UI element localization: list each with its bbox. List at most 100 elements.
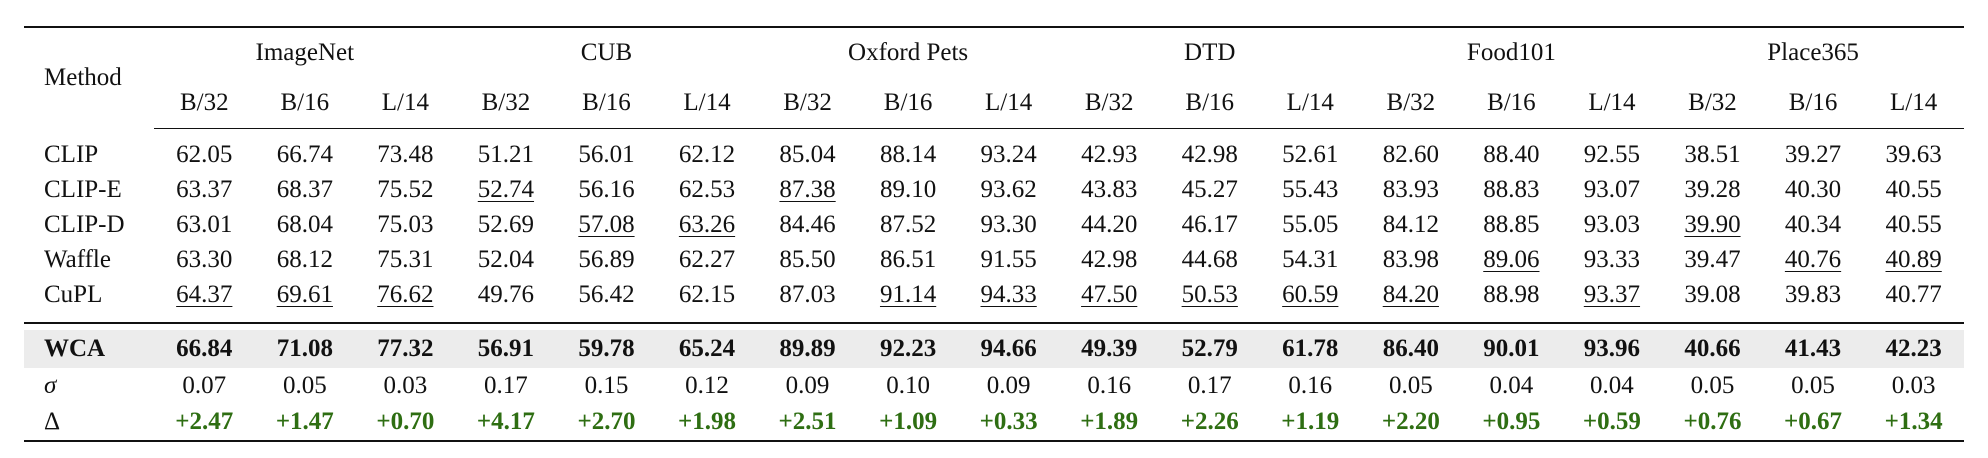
score-cell: 93.03 bbox=[1583, 210, 1641, 238]
second-best-score: 91.14 bbox=[879, 280, 937, 308]
dataset-header: CUB bbox=[455, 26, 758, 78]
second-best-score: 40.76 bbox=[1784, 245, 1842, 273]
sigma-label: σ bbox=[44, 372, 57, 399]
best-score-cell: 59.78 bbox=[556, 330, 657, 368]
score-cell: 93.62 bbox=[980, 175, 1037, 203]
score-cell: 87.03 bbox=[779, 280, 836, 308]
score-cell: 89.10 bbox=[879, 175, 937, 203]
score-cell: 63.26 bbox=[657, 207, 758, 242]
backbone-header: B/16 bbox=[1159, 78, 1261, 129]
score-cell: 82.60 bbox=[1382, 140, 1439, 168]
second-best-score: 87.38 bbox=[779, 175, 836, 203]
spacer-cell bbox=[24, 129, 1964, 138]
table-row: CLIP-E 63.37 68.37 75.52 52.74 56.16 62.53 87.3… bbox=[24, 172, 1964, 207]
score-cell: 54.31 bbox=[1282, 245, 1339, 273]
sigma-cell: 0.16 bbox=[1288, 372, 1333, 399]
sigma-cell: 0.04 bbox=[1590, 372, 1634, 399]
best-score-cell: 42.23 bbox=[1863, 330, 1964, 368]
method-name: CLIP-D bbox=[44, 210, 125, 238]
backbone-header: L/14 bbox=[958, 78, 1059, 129]
score-cell: 42.98 bbox=[1181, 140, 1238, 168]
delta-cell: +0.33 bbox=[958, 404, 1059, 442]
delta-cell: +0.59 bbox=[1561, 404, 1663, 442]
best-score-cell: 71.08 bbox=[254, 330, 356, 368]
best-score-cell: 93.96 bbox=[1561, 330, 1663, 368]
second-best-score: 89.06 bbox=[1483, 245, 1540, 273]
score-cell: 86.51 bbox=[879, 245, 937, 273]
second-best-score: 60.59 bbox=[1282, 280, 1339, 308]
score-cell: 88.14 bbox=[879, 140, 937, 168]
delta-cell: +1.09 bbox=[857, 404, 959, 442]
score-cell: 39.47 bbox=[1684, 245, 1741, 273]
score-cell: 69.61 bbox=[255, 277, 356, 312]
score-cell: 75.03 bbox=[377, 210, 434, 238]
table-row-delta: Δ +2.47 +1.47 +0.70 +4.17 +2.70 +1.98 +2.51 +1.0… bbox=[24, 404, 1964, 442]
second-best-score: 93.37 bbox=[1583, 280, 1641, 308]
sigma-cell: 0.15 bbox=[584, 372, 629, 399]
score-cell: 93.24 bbox=[980, 140, 1037, 168]
score-cell: 85.04 bbox=[779, 140, 836, 168]
mid-rule-row bbox=[24, 322, 1964, 330]
sigma-cell: 0.17 bbox=[484, 372, 528, 399]
score-cell: 66.74 bbox=[276, 140, 333, 168]
score-cell: 40.55 bbox=[1885, 210, 1942, 238]
table-row: CuPL 64.37 69.61 76.62 49.76 56.42 62.15 87.03 9… bbox=[24, 277, 1964, 312]
score-cell: 64.37 bbox=[154, 277, 255, 312]
best-score-cell: 89.89 bbox=[757, 330, 858, 368]
delta-cell: +0.95 bbox=[1461, 404, 1562, 442]
backbone-header: L/14 bbox=[1561, 78, 1663, 129]
score-cell: 50.53 bbox=[1159, 277, 1260, 312]
backbone-header: B/32 bbox=[1662, 78, 1763, 129]
method-header: Method bbox=[24, 26, 154, 129]
score-cell: 49.76 bbox=[477, 280, 535, 308]
second-best-score: 94.33 bbox=[980, 280, 1037, 308]
score-cell: 42.98 bbox=[1081, 245, 1138, 273]
score-cell: 75.52 bbox=[377, 175, 434, 203]
dataset-header: Place365 bbox=[1662, 26, 1964, 78]
results-table: Method ImageNet CUB Oxford Pets DTD Food… bbox=[24, 26, 1964, 442]
table-row: Waffle 63.30 68.12 75.31 52.04 56.89 62.27 85.5… bbox=[24, 242, 1964, 277]
score-cell: 55.43 bbox=[1282, 175, 1339, 203]
score-cell: 88.98 bbox=[1483, 280, 1540, 308]
score-cell: 39.83 bbox=[1784, 280, 1842, 308]
spacer-row bbox=[24, 129, 1964, 138]
score-cell: 62.12 bbox=[678, 140, 736, 168]
backbone-header: B/32 bbox=[757, 78, 858, 129]
second-best-score: 76.62 bbox=[377, 280, 434, 308]
score-cell: 85.50 bbox=[779, 245, 836, 273]
score-cell: 87.38 bbox=[757, 172, 858, 207]
sigma-cell: 0.17 bbox=[1187, 372, 1232, 399]
score-cell: 88.83 bbox=[1483, 175, 1540, 203]
sigma-cell: 0.10 bbox=[886, 372, 930, 399]
table-body: CLIP 62.05 66.74 73.48 51.21 56.01 62.12 85.04 8… bbox=[24, 129, 1964, 442]
score-cell: 39.90 bbox=[1662, 207, 1763, 242]
second-best-score: 69.61 bbox=[276, 280, 333, 308]
delta-label: Δ bbox=[24, 404, 154, 442]
score-cell: 87.52 bbox=[879, 210, 937, 238]
sigma-cell: 0.12 bbox=[685, 372, 729, 399]
best-score-cell: 86.40 bbox=[1360, 330, 1462, 368]
best-score-cell: 77.32 bbox=[355, 330, 456, 368]
second-best-score: 39.90 bbox=[1684, 210, 1741, 238]
score-cell: 51.21 bbox=[477, 140, 535, 168]
backbone-header: B/16 bbox=[254, 78, 356, 129]
method-name: CLIP-E bbox=[44, 175, 122, 203]
sigma-cell: 0.03 bbox=[1891, 372, 1936, 399]
second-best-score: 50.53 bbox=[1181, 280, 1238, 308]
results-table-container: Method ImageNet CUB Oxford Pets DTD Food… bbox=[24, 26, 1964, 442]
best-score-cell: 41.43 bbox=[1762, 330, 1864, 368]
delta-cell: +1.47 bbox=[254, 404, 356, 442]
score-cell: 38.51 bbox=[1684, 140, 1741, 168]
sigma-cell: 0.03 bbox=[383, 372, 428, 399]
score-cell: 68.12 bbox=[276, 245, 333, 273]
score-cell: 93.37 bbox=[1562, 277, 1663, 312]
second-best-score: 64.37 bbox=[176, 280, 233, 308]
backbone-header-row: B/32 B/16 L/14 B/32 B/16 L/14 B/32 B/16 L/14 B/32… bbox=[24, 78, 1964, 129]
second-best-score: 63.26 bbox=[678, 210, 736, 238]
sigma-cell: 0.05 bbox=[1388, 372, 1433, 399]
backbone-header: L/14 bbox=[1863, 78, 1964, 129]
sigma-cell: 0.04 bbox=[1489, 372, 1534, 399]
score-cell: 76.62 bbox=[355, 277, 456, 312]
score-cell: 94.33 bbox=[958, 277, 1059, 312]
score-cell: 83.93 bbox=[1382, 175, 1439, 203]
